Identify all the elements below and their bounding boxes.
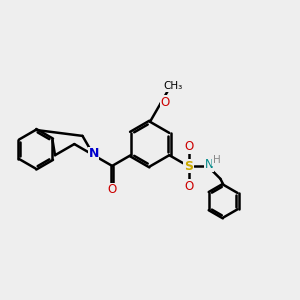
Text: O: O [107, 183, 117, 196]
Text: N: N [88, 147, 99, 160]
Text: O: O [184, 140, 193, 153]
Text: S: S [184, 160, 193, 173]
Text: H: H [213, 155, 221, 165]
Text: O: O [160, 96, 170, 109]
Text: N: N [205, 158, 214, 171]
Text: CH₃: CH₃ [163, 81, 182, 91]
Text: O: O [184, 180, 193, 193]
